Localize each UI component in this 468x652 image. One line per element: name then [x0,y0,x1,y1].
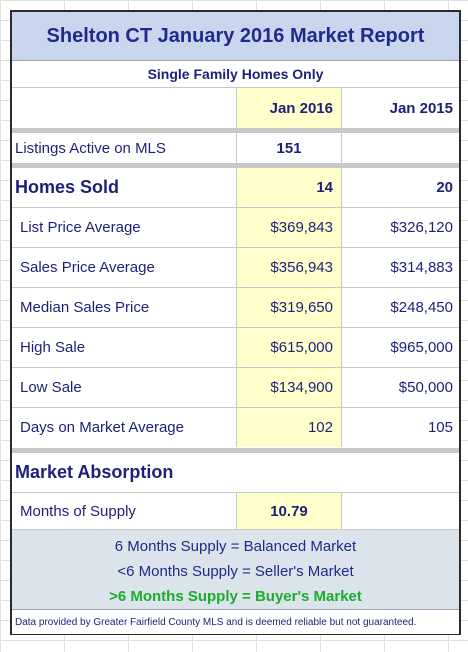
homes-sold-row: Homes Sold 14 20 [12,168,459,207]
listings-active-previous [342,133,459,163]
row-current: $356,943 [236,248,342,287]
row-previous: $314,883 [390,259,453,276]
title-bar: Shelton CT January 2016 Market Report [12,12,459,61]
row-current: $369,843 [236,208,342,247]
note-balanced: 6 Months Supply = Balanced Market [114,538,357,555]
row-current: $134,900 [236,368,342,407]
report-title: Shelton CT January 2016 Market Report [46,24,425,47]
row-label: Median Sales Price [20,299,150,316]
header-label-cell [12,88,236,128]
row-previous: $248,450 [390,299,453,316]
note-sellers: <6 Months Supply = Seller's Market [117,563,354,580]
listings-active-current: 151 [236,133,342,163]
disclaimer: Data provided by Greater Fairfield Count… [12,609,459,634]
note-buyers: >6 Months Supply = Buyer's Market [109,588,362,605]
months-supply-current: 10.79 [236,493,342,529]
header-current: Jan 2016 [236,88,342,128]
absorption-heading-row: Market Absorption [12,453,459,493]
report-subtitle: Single Family Homes Only [147,66,324,82]
row-previous: $965,000 [390,339,453,356]
months-supply-previous [342,493,459,529]
table-row: High Sale $615,000 $965,000 [12,327,459,367]
listings-active-row: Listings Active on MLS 151 [12,133,459,163]
row-label: High Sale [20,339,86,356]
row-label: Low Sale [20,379,82,396]
table-row: List Price Average $369,843 $326,120 [12,207,459,247]
table-row: Days on Market Average 102 105 [12,407,459,447]
table-row: Low Sale $134,900 $50,000 [12,367,459,407]
header-previous: Jan 2015 [389,99,453,117]
table-row: Median Sales Price $319,650 $248,450 [12,287,459,327]
market-report: Shelton CT January 2016 Market Report Si… [10,10,461,635]
divider [12,163,459,168]
table-row: Sales Price Average $356,943 $314,883 [12,247,459,287]
row-label: List Price Average [20,219,141,236]
row-previous: $326,120 [390,219,453,236]
divider [12,448,459,453]
row-label: Days on Market Average [20,419,184,436]
absorption-heading: Market Absorption [15,462,174,482]
row-current: $319,650 [236,288,342,327]
supply-notes: 6 Months Supply = Balanced Market <6 Mon… [12,529,459,610]
months-supply-label: Months of Supply [20,502,136,520]
months-supply-row: Months of Supply 10.79 [12,493,459,529]
row-label: Sales Price Average [20,259,155,276]
subtitle-bar: Single Family Homes Only [12,61,459,88]
listings-active-label: Listings Active on MLS [15,139,166,157]
row-previous: $50,000 [398,379,453,396]
homes-sold-previous: 20 [436,179,453,196]
homes-sold-current: 14 [236,168,342,207]
row-current: $615,000 [236,328,342,367]
row-previous: 105 [427,419,453,436]
column-header-row: Jan 2016 Jan 2015 [12,88,459,128]
divider [12,128,459,133]
row-current: 102 [236,408,342,447]
homes-sold-label: Homes Sold [15,177,120,197]
